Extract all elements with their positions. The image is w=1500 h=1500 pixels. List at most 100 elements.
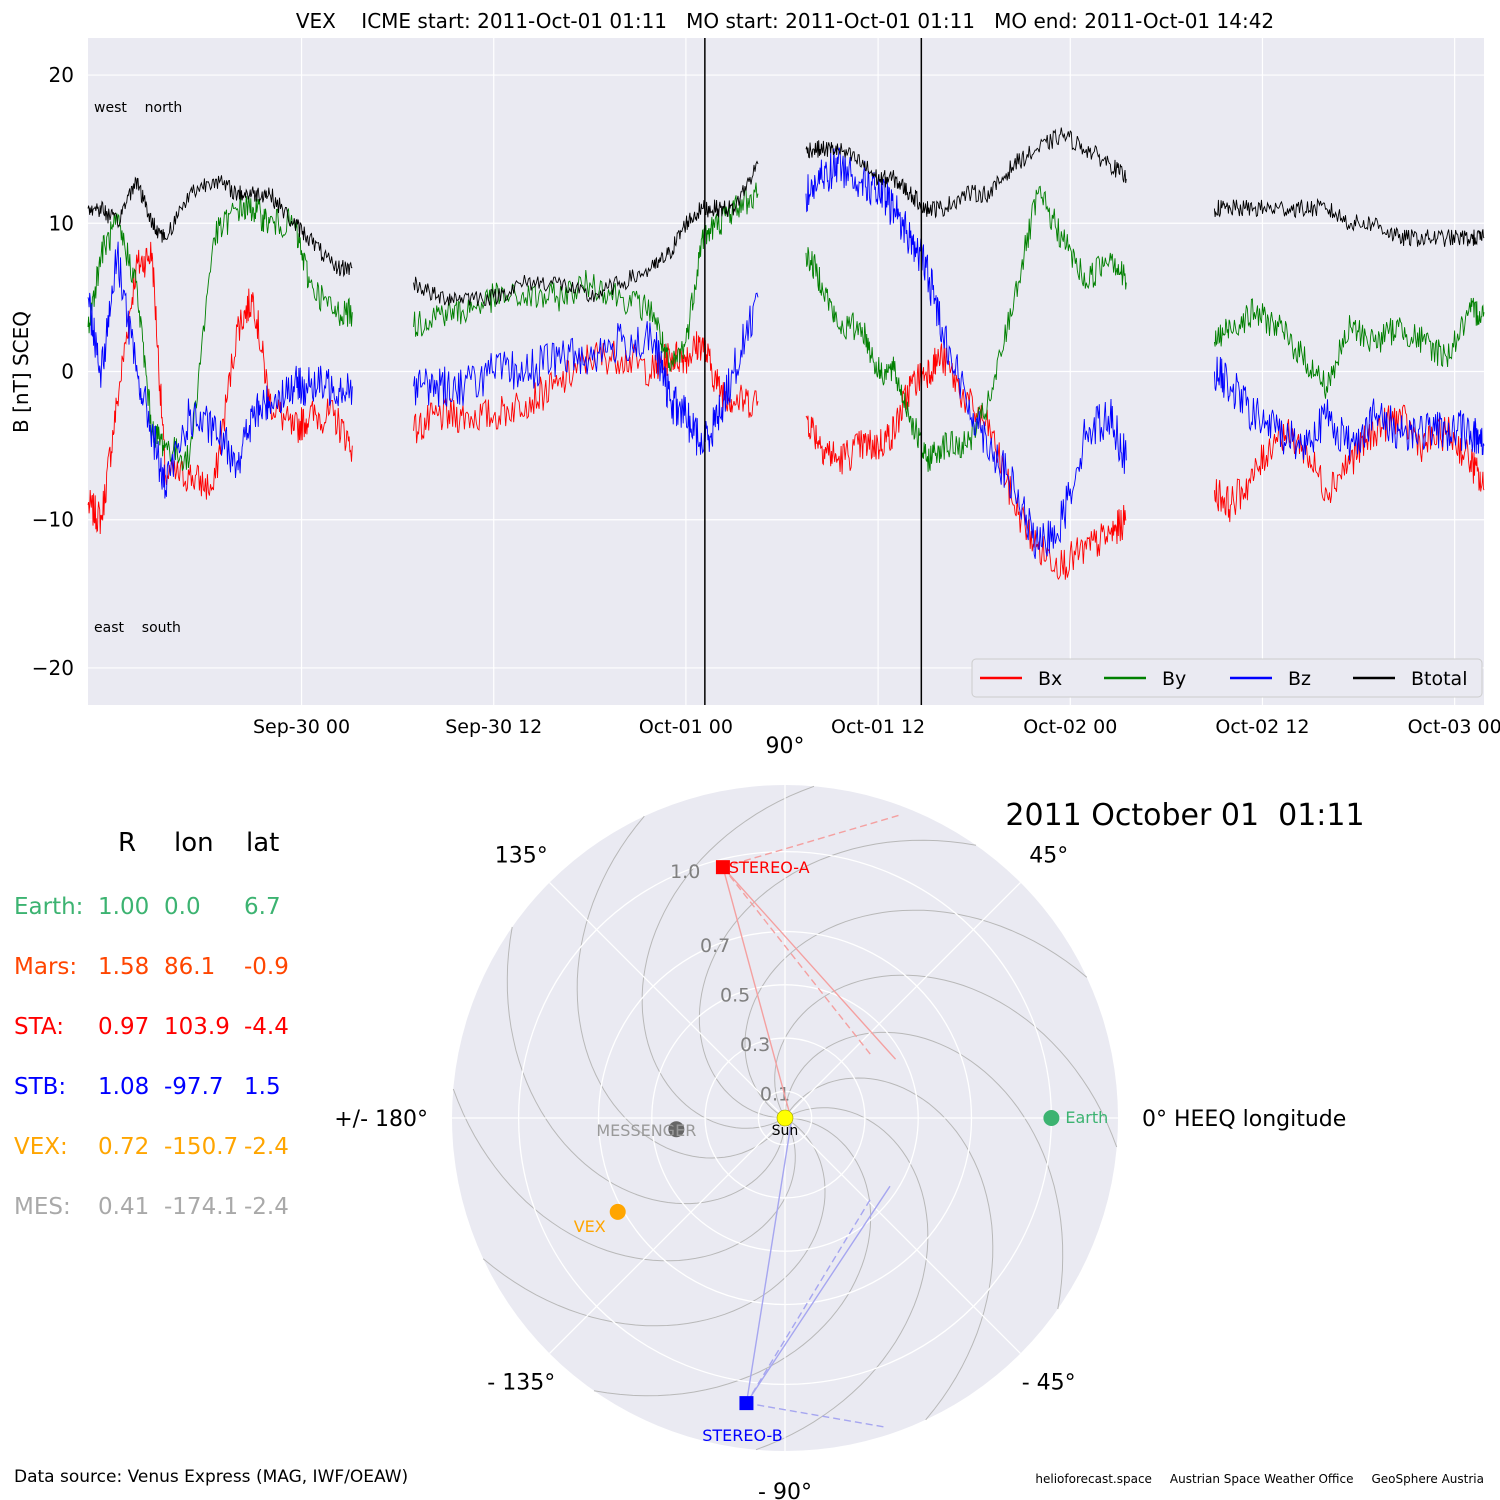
row-value: 0.0	[164, 894, 201, 920]
angle-label: - 90°	[758, 1480, 812, 1500]
y-tick-label: 20	[49, 63, 74, 87]
y-tick-label: 10	[49, 211, 74, 235]
series-line-btotal	[87, 127, 1485, 306]
parker-spiral	[506, 926, 786, 1205]
parker-spiral	[784, 1077, 994, 1421]
x-tick-label: Sep-30 00	[253, 716, 350, 738]
fov-line	[722, 813, 902, 868]
table-row: STA: 0.97 103.9 -4.4	[14, 1014, 344, 1046]
row-value: -150.7	[164, 1134, 239, 1160]
table-row: STB: 1.08 -97.7 1.5	[14, 1074, 344, 1106]
table-header: lat	[246, 828, 280, 858]
series-line-by	[87, 182, 1485, 472]
body-label-sun: Sun	[772, 1123, 799, 1139]
row-name: STA:	[14, 1014, 64, 1040]
body-label-stereo-b: STEREO-B	[702, 1426, 782, 1445]
x-tick-label: Oct-03 00	[1408, 716, 1500, 738]
legend-label-by: By	[1162, 668, 1186, 690]
parker-spiral	[452, 1088, 796, 1262]
angle-label: 0° HEEQ longitude	[1142, 1107, 1346, 1132]
radial-tick-labels: 0.1 0.3 0.5 0.7 1.0	[670, 861, 790, 1105]
data-source-note: Data source: Venus Express (MAG, IWF/OEA…	[14, 1467, 409, 1487]
parker-spiral	[576, 815, 786, 1159]
fov-line	[722, 866, 872, 1056]
bodies: Sun Earth STEREO-A STEREO-B VEX MESSENGER	[574, 858, 1109, 1445]
parker-spiral	[593, 1117, 872, 1397]
x-tick-label: Oct-02 00	[1023, 716, 1117, 738]
table-row: Earth: 1.00 0.0 6.7	[14, 894, 344, 926]
fov-line	[722, 866, 897, 1060]
x-tick-label: Oct-01 12	[831, 716, 925, 738]
row-value: 0.41	[98, 1194, 150, 1220]
parker-spiral	[744, 909, 1088, 1119]
y-tick-label: −10	[32, 508, 74, 532]
row-value: -2.4	[244, 1134, 289, 1160]
credit-text: helioforecast.space	[1035, 1472, 1152, 1486]
radial-tick-label: 0.3	[740, 1034, 770, 1056]
row-value: 1.5	[244, 1074, 281, 1100]
row-value: 1.58	[98, 954, 150, 980]
row-value: 1.00	[98, 894, 150, 920]
row-value: 0.97	[98, 1014, 150, 1040]
body-label-messenger: MESSENGER	[596, 1121, 696, 1140]
table-row: MES: 0.41 -174.1 -2.4	[14, 1194, 344, 1226]
fov-line	[745, 1185, 891, 1404]
x-tick-label: Sep-30 12	[445, 716, 542, 738]
row-name: Earth:	[14, 894, 84, 920]
fov-line	[745, 1123, 792, 1404]
body-marker-vex	[609, 1203, 626, 1220]
series-line-bz	[87, 147, 1485, 559]
y-axis-label: B [nT] SCEQ	[9, 311, 33, 433]
event-markers	[704, 38, 923, 705]
fov-line	[745, 1196, 873, 1404]
legend-label-btotal: Btotal	[1411, 668, 1467, 690]
row-value: 6.7	[244, 894, 281, 920]
series-lines	[87, 127, 1485, 581]
angular-grid-line	[549, 1117, 786, 1354]
table-header: R	[118, 828, 137, 858]
row-name: STB:	[14, 1074, 67, 1100]
body-marker-earth	[1043, 1110, 1060, 1126]
annotation-top: west north	[94, 100, 182, 116]
angle-label: - 135°	[487, 1371, 555, 1396]
polar-panel: 0.1 0.3 0.5 0.7 1.0 0° HEEQ longitude 45° 90° 1…	[334, 734, 1364, 1500]
x-tick-label: Oct-02 12	[1215, 716, 1309, 738]
parker-spiral	[784, 1031, 1064, 1310]
y-tick-label: −20	[32, 656, 74, 680]
row-value: 1.08	[98, 1074, 150, 1100]
table-row: VEX: 0.72 -150.7 -2.4	[14, 1134, 344, 1166]
credit-text: GeoSphere Austria	[1371, 1472, 1484, 1486]
legend: Bx By Bz Btotal	[971, 658, 1483, 698]
angle-label: +/- 180°	[334, 1107, 428, 1132]
row-value: -0.9	[244, 954, 289, 980]
parker-spiral	[698, 839, 977, 1119]
series-line-bx	[87, 241, 1485, 581]
row-value: -4.4	[244, 1014, 289, 1040]
angle-label: 45°	[1029, 843, 1068, 868]
timeseries-title: VEX ICME start: 2011-Oct-01 01:11 MO sta…	[296, 9, 1274, 33]
fov-line	[722, 866, 790, 1112]
row-value: 0.72	[98, 1134, 150, 1160]
row-name: MES:	[14, 1194, 71, 1220]
body-marker-sun	[776, 1109, 794, 1127]
y-tick-labels: −20 −10 0 10 20	[32, 63, 74, 680]
radial-tick-label: 0.7	[700, 935, 730, 957]
x-tick-label: Oct-01 00	[639, 716, 733, 738]
body-label-stereo-a: STEREO-A	[729, 858, 810, 877]
x-tick-labels: Sep-30 00 Sep-30 12 Oct-01 00 Oct-01 12 Oct-…	[253, 716, 1500, 738]
row-value: -97.7	[164, 1074, 224, 1100]
body-label-vex: VEX	[574, 1217, 606, 1236]
row-value: 86.1	[164, 954, 216, 980]
fov-lines	[722, 813, 902, 1428]
angle-labels: 0° HEEQ longitude 45° 90° 135° +/- 180° - 135…	[334, 734, 1346, 1500]
parker-spiral	[755, 1107, 929, 1451]
angle-label: 135°	[495, 843, 548, 868]
radial-tick-label: 1.0	[670, 861, 700, 883]
legend-label-bx: Bx	[1038, 668, 1062, 690]
body-marker-stereo-b	[739, 1396, 754, 1411]
polar-title: 2011 October 01 01:11	[1005, 798, 1364, 833]
annotation-bottom: east south	[94, 620, 181, 636]
radial-tick-label: 0.5	[720, 984, 750, 1006]
angular-grid-line	[784, 882, 1021, 1119]
